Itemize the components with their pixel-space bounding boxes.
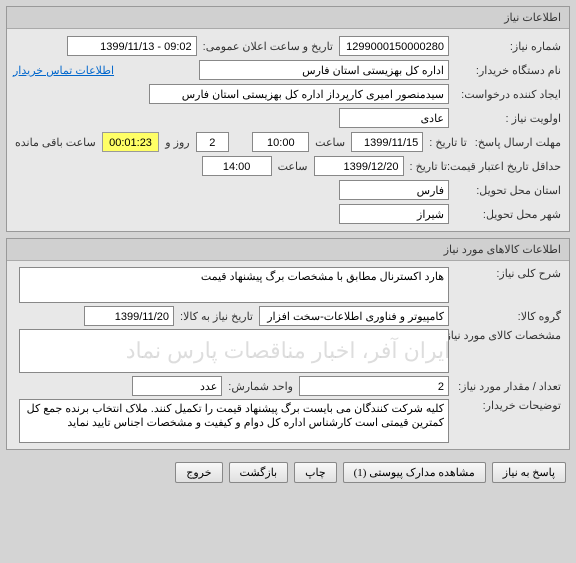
creator-field: سیدمنصور امیری کارپرداز اداره کل بهزیستی… xyxy=(149,84,449,104)
province-label: استان محل تحویل: xyxy=(453,184,563,197)
need-by-field: 1399/11/20 xyxy=(84,306,174,326)
public-datetime-label: تاریخ و ساعت اعلان عمومی: xyxy=(201,40,335,53)
validity-date-field: 1399/12/20 xyxy=(314,156,404,176)
countdown-timer: 00:01:23 xyxy=(102,132,160,152)
priority-label: اولویت نیاز : xyxy=(453,112,563,125)
action-bar: پاسخ به نیاز مشاهده مدارک پیوستی (1) چاپ… xyxy=(0,456,576,489)
spec-field xyxy=(19,329,449,373)
notes-field: کلیه شرکت کنندگان می بایست برگ پیشنهاد ق… xyxy=(19,399,449,443)
need-info-header: اطلاعات نیاز xyxy=(7,7,569,29)
need-number-label: شماره نیاز: xyxy=(453,40,563,53)
city-label: شهر محل تحویل: xyxy=(453,208,563,221)
notes-label: توضیحات خریدار: xyxy=(453,399,563,412)
contact-link[interactable]: اطلاعات تماس خریدار xyxy=(13,64,114,77)
attachments-button[interactable]: مشاهده مدارک پیوستی (1) xyxy=(343,462,486,483)
group-label: گروه کالا: xyxy=(453,310,563,323)
back-button[interactable]: بازگشت xyxy=(229,462,289,483)
qty-field: 2 xyxy=(299,376,449,396)
city-field: شیراز xyxy=(339,204,449,224)
days-label: روز و xyxy=(163,136,191,149)
need-number-field: 1299000150000280 xyxy=(339,36,449,56)
goods-info-header: اطلاعات کالاهای مورد نیاز xyxy=(7,239,569,261)
spec-label: مشخصات کالای مورد نیاز: xyxy=(453,329,563,342)
remaining-label: ساعت باقی مانده xyxy=(13,136,98,149)
validity-until-label: تا تاریخ : xyxy=(408,160,449,173)
desc-field: هارد اکسترنال مطابق با مشخصات برگ پیشنها… xyxy=(19,267,449,303)
desc-label: شرح کلی نیاز: xyxy=(453,267,563,280)
time-label-2: ساعت xyxy=(276,160,310,173)
need-by-label: تاریخ نیاز به کالا: xyxy=(178,310,255,323)
exit-button[interactable]: خروج xyxy=(175,462,222,483)
time-label-1: ساعت xyxy=(313,136,347,149)
buyer-field: اداره کل بهزیستی استان فارس xyxy=(199,60,449,80)
qty-label: تعداد / مقدار مورد نیاز: xyxy=(453,380,563,393)
need-info-panel: اطلاعات نیاز شماره نیاز: 129900015000028… xyxy=(6,6,570,232)
public-datetime-field: 09:02 - 1399/11/13 xyxy=(67,36,197,56)
validity-time-field: 14:00 xyxy=(202,156,272,176)
unit-label: واحد شمارش: xyxy=(226,380,295,393)
buyer-label: نام دستگاه خریدار: xyxy=(453,64,563,77)
print-button[interactable]: چاپ xyxy=(294,462,337,483)
goods-info-panel: اطلاعات کالاهای مورد نیاز شرح کلی نیاز: … xyxy=(6,238,570,450)
creator-label: ایجاد کننده درخواست: xyxy=(453,88,563,101)
group-field: کامپیوتر و فناوری اطلاعات-سخت افزار xyxy=(259,306,449,326)
unit-field: عدد xyxy=(132,376,222,396)
validity-label: حداقل تاریخ اعتبار قیمت: xyxy=(453,160,563,173)
until-label: تا تاریخ : xyxy=(427,136,468,149)
deadline-time-field: 10:00 xyxy=(252,132,309,152)
deadline-date-field: 1399/11/15 xyxy=(351,132,423,152)
deadline-label: مهلت ارسال پاسخ: xyxy=(473,136,563,149)
days-remaining-field: 2 xyxy=(196,132,229,152)
province-field: فارس xyxy=(339,180,449,200)
respond-button[interactable]: پاسخ به نیاز xyxy=(492,462,566,483)
priority-field: عادی xyxy=(339,108,449,128)
